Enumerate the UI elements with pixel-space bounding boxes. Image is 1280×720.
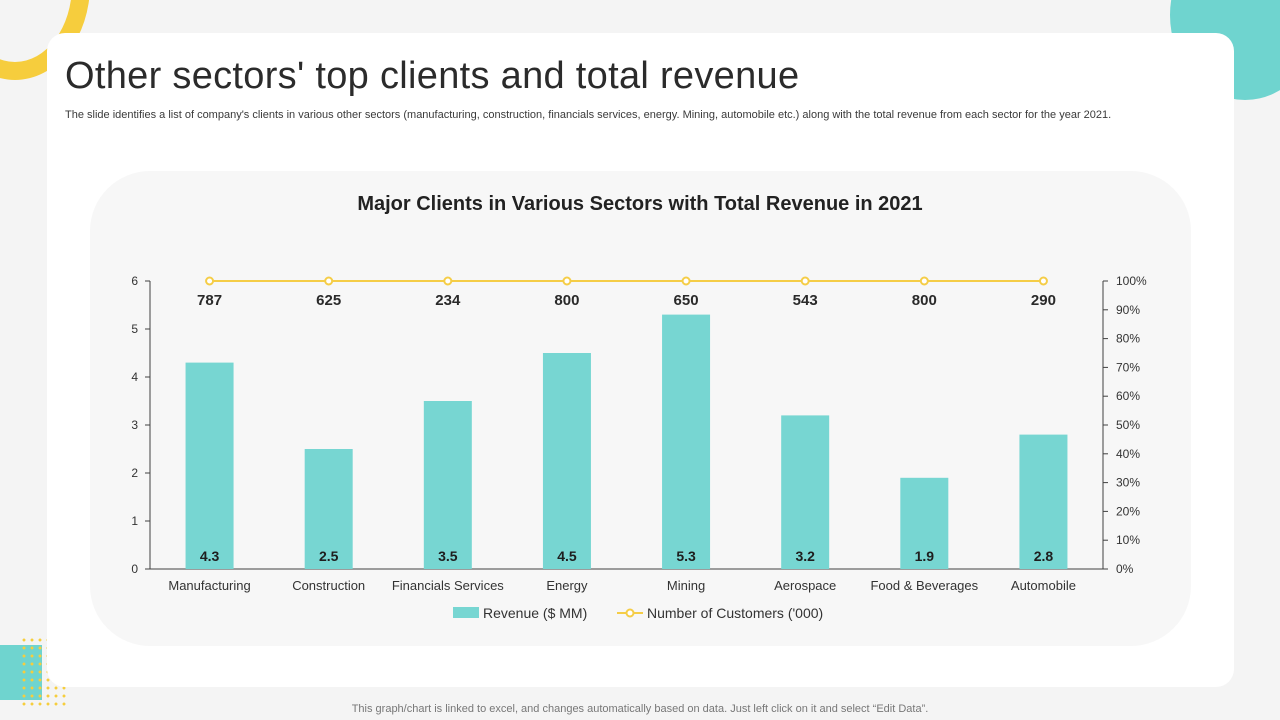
customers-data-label: 234 [435, 292, 461, 309]
y-right-tick-label: 50% [1116, 418, 1140, 432]
y-left-tick-label: 3 [131, 418, 138, 432]
y-right-tick-label: 60% [1116, 389, 1140, 403]
y-left-tick-label: 6 [131, 274, 138, 288]
customers-data-label: 290 [1031, 292, 1056, 309]
legend-bar-label: Revenue ($ MM) [483, 605, 587, 621]
bar-1 [304, 449, 353, 569]
bar-7 [1019, 434, 1068, 569]
bar-6 [900, 477, 949, 569]
customers-point-0 [205, 276, 215, 286]
bar-data-label: 1.9 [915, 548, 935, 564]
bar-data-label: 2.8 [1034, 548, 1054, 564]
customers-point-1 [324, 276, 334, 286]
customers-point-7 [1038, 276, 1048, 286]
y-left-tick-label: 4 [131, 370, 138, 384]
customers-data-label: 625 [316, 292, 341, 309]
customers-point-2 [443, 276, 453, 286]
bar-0 [185, 362, 234, 569]
legend-line-label: Number of Customers ('000) [647, 605, 823, 621]
y-right-tick-label: 90% [1116, 303, 1140, 317]
y-right-tick-label: 10% [1116, 533, 1140, 547]
x-tick-label: Mining [667, 578, 705, 593]
customers-point-3 [562, 276, 572, 286]
y-right-tick-label: 20% [1116, 504, 1140, 518]
customers-data-label: 800 [554, 292, 579, 309]
bar-data-label: 2.5 [319, 548, 339, 564]
customers-data-label: 543 [793, 292, 818, 309]
legend-bar-swatch [453, 607, 479, 618]
bar-data-label: 3.2 [795, 548, 815, 564]
bar-data-label: 3.5 [438, 548, 458, 564]
x-tick-label: Financials Services [392, 578, 504, 593]
x-tick-label: Automobile [1011, 578, 1076, 593]
y-right-tick-label: 70% [1116, 360, 1140, 374]
y-right-tick-label: 80% [1116, 332, 1140, 346]
y-right-tick-label: 40% [1116, 447, 1140, 461]
y-left-tick-label: 5 [131, 322, 138, 336]
y-left-tick-label: 2 [131, 466, 138, 480]
bar-5 [781, 415, 830, 569]
bar-2 [423, 401, 472, 569]
x-tick-label: Manufacturing [168, 578, 250, 593]
footer-note: This graph/chart is linked to excel, and… [351, 703, 929, 715]
y-left-tick-label: 0 [131, 562, 138, 576]
page-title: Other sectors' top clients and total rev… [65, 55, 800, 97]
customers-point-4 [681, 276, 691, 286]
bar-4 [662, 314, 711, 569]
bar-data-label: 4.3 [200, 548, 220, 564]
x-tick-label: Aerospace [774, 578, 836, 593]
y-right-tick-label: 0% [1116, 562, 1134, 576]
customers-data-label: 787 [197, 292, 222, 309]
bar-data-label: 4.5 [557, 548, 577, 564]
y-left-tick-label: 1 [131, 514, 138, 528]
customers-point-5 [800, 276, 810, 286]
x-tick-label: Energy [546, 578, 588, 593]
customers-point-6 [919, 276, 929, 286]
y-right-tick-label: 100% [1116, 274, 1147, 288]
x-tick-label: Construction [292, 578, 365, 593]
customers-data-label: 650 [674, 292, 699, 309]
bar-3 [542, 353, 591, 569]
chart-title: Major Clients in Various Sectors with To… [357, 193, 922, 215]
page-subtitle: The slide identifies a list of company's… [65, 109, 1112, 121]
x-tick-label: Food & Beverages [870, 578, 978, 593]
legend-line-marker [625, 608, 635, 618]
customers-data-label: 800 [912, 292, 937, 309]
y-right-tick-label: 30% [1116, 476, 1140, 490]
bar-data-label: 5.3 [676, 548, 696, 564]
chart-panel[interactable] [90, 171, 1191, 646]
